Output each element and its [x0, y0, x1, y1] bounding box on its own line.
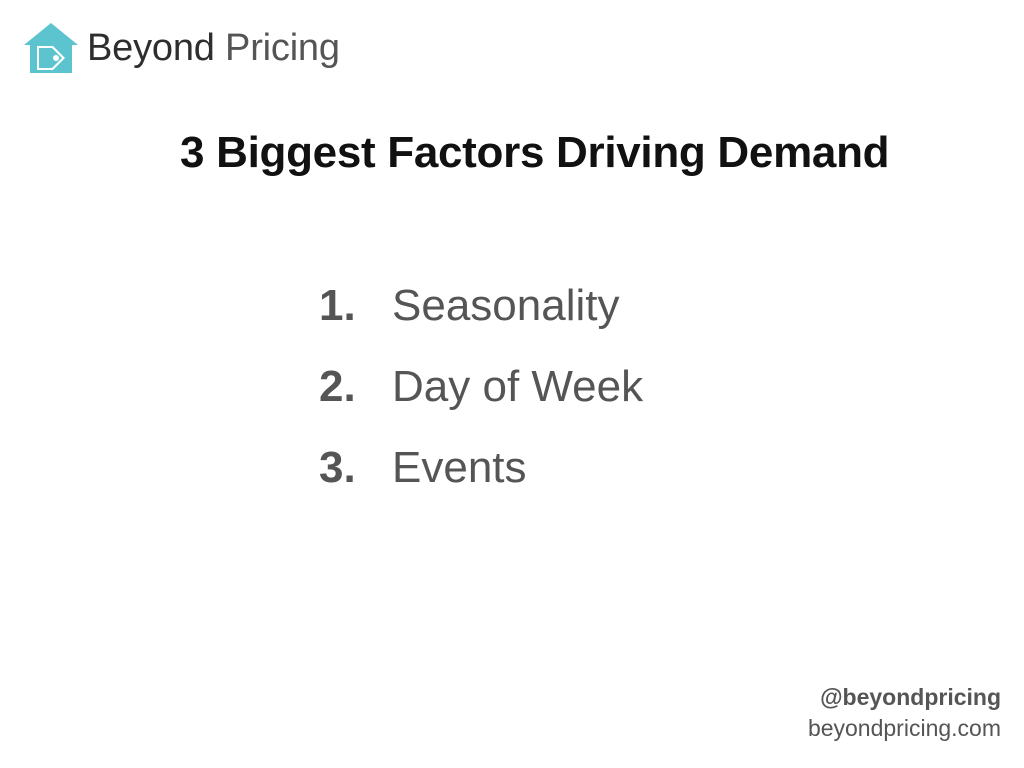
factor-number: 2.	[319, 362, 356, 411]
website-url: beyondpricing.com	[807, 715, 1001, 741]
factor-item: 3. Events	[319, 438, 643, 519]
factor-item: 2. Day of Week	[319, 357, 643, 438]
social-handle: @beyondpricing	[820, 684, 1001, 710]
house-price-tag-icon	[24, 23, 78, 73]
brand-name-secondary: Pricing	[225, 27, 340, 69]
factor-list: 1. Seasonality 2. Day of Week 3. Events	[319, 276, 643, 519]
factor-label: Day of Week	[392, 362, 644, 411]
factor-number: 1.	[319, 281, 356, 330]
brand-logo: Beyond Pricing	[22, 20, 340, 78]
slide-title: 3 Biggest Factors Driving Demand	[180, 128, 890, 177]
factor-label: Seasonality	[392, 281, 620, 330]
brand-name: Beyond Pricing	[87, 29, 340, 67]
brand-name-primary: Beyond	[87, 27, 215, 69]
footer-contact: @beyondpricing beyondpricing.com	[808, 682, 1001, 744]
factor-number: 3.	[319, 443, 356, 492]
factor-item: 1. Seasonality	[319, 276, 643, 357]
factor-label: Events	[392, 443, 527, 492]
